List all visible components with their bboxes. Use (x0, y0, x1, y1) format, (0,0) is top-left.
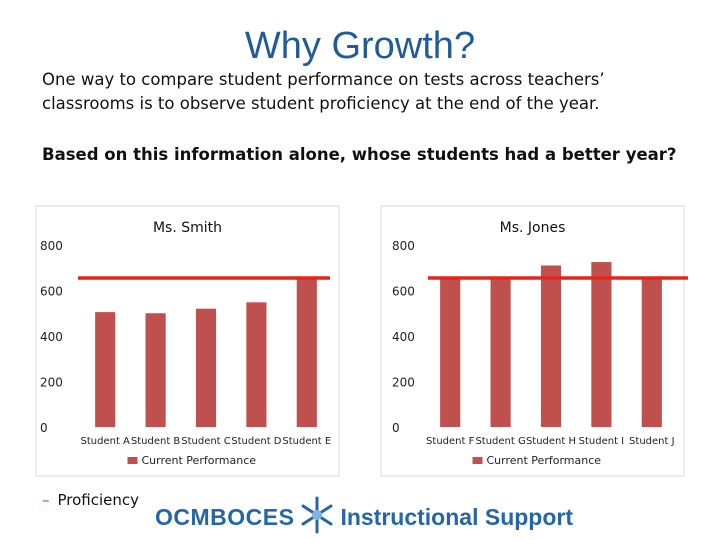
bar (296, 276, 317, 427)
ocmboces-logo: OCMBOCES Instructional Support (155, 495, 574, 540)
x-tick-label: Student F (426, 436, 475, 447)
y-tick-label: 600 (40, 285, 63, 299)
y-tick-label: 200 (392, 376, 415, 390)
y-tick-label: 600 (392, 285, 415, 299)
y-tick-label: 800 (392, 239, 415, 253)
chart-smith: Ms. Smith 0 200 400 600 800 Student A Student B… (35, 205, 340, 477)
legend-label: Current Performance (487, 454, 602, 467)
proficiency-dash-icon: – (42, 491, 50, 509)
x-tick-label: Student A (81, 436, 131, 447)
question-paragraph: Based on this information alone, whose s… (42, 145, 677, 164)
slide-title: Why Growth? (244, 25, 476, 67)
x-tick-label: Student J (629, 436, 675, 447)
x-tick-label: Student I (579, 436, 625, 447)
y-tick-label: 0 (392, 421, 400, 435)
x-tick-label: Student G (475, 436, 525, 447)
logo-text-right: Instructional Support (340, 503, 574, 530)
intro-paragraph: One way to compare student performance o… (42, 70, 605, 113)
bar (95, 312, 116, 427)
x-tick-label: Student D (231, 436, 282, 447)
y-tick-label: 400 (40, 330, 63, 344)
chart-jones: Ms. Jones 0 200 400 600 800 Student F Student G… (380, 205, 685, 477)
chart-jones-svg: Ms. Jones 0 200 400 600 800 Student F Student G… (380, 205, 685, 477)
y-tick-label: 0 (40, 421, 48, 435)
snowflake-star-icon (300, 495, 334, 540)
bar (440, 276, 461, 427)
legend-swatch (472, 457, 483, 464)
bar (246, 302, 267, 427)
y-tick-label: 800 (40, 239, 63, 253)
bar (195, 308, 217, 427)
legend-label: Current Performance (142, 454, 257, 467)
x-tick-label: Student H (526, 436, 576, 447)
bar (490, 276, 511, 427)
x-tick-label: Student E (282, 436, 331, 447)
proficiency-legend-label: Proficiency (57, 491, 140, 509)
x-tick-label: Student C (181, 436, 231, 447)
bar (145, 313, 166, 427)
bar (641, 276, 662, 427)
logo-text-left: OCMBOCES (155, 503, 295, 530)
chart-title: Ms. Jones (500, 220, 566, 236)
x-tick-label: Student B (131, 436, 181, 447)
y-tick-label: 400 (392, 330, 415, 344)
bar (591, 262, 612, 427)
chart-frame (35, 205, 340, 477)
bar (540, 265, 562, 427)
legend-swatch (127, 457, 138, 464)
chart-smith-svg: Ms. Smith 0 200 400 600 800 Student A Student B… (35, 205, 340, 477)
chart-frame (380, 205, 685, 477)
chart-title: Ms. Smith (153, 220, 222, 236)
y-tick-label: 200 (40, 376, 63, 390)
proficiency-legend: – Proficiency (42, 491, 139, 509)
